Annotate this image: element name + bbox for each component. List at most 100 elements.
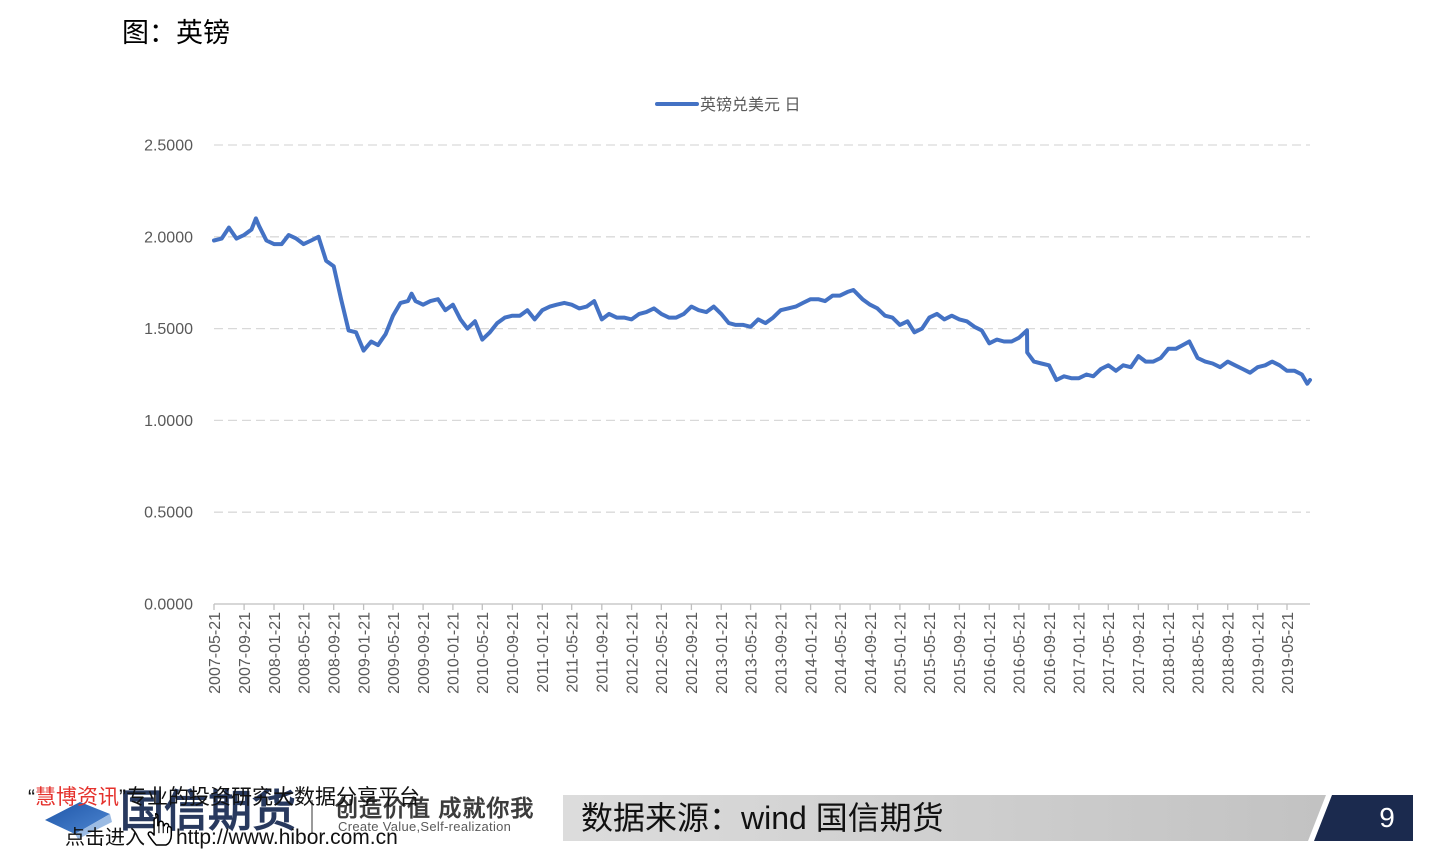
data-point bbox=[727, 321, 731, 325]
data-point bbox=[965, 319, 969, 323]
data-point bbox=[942, 317, 946, 321]
data-point bbox=[883, 314, 887, 318]
data-point bbox=[234, 237, 239, 241]
data-point bbox=[577, 306, 581, 310]
watermark-link-prefix[interactable]: 点击进入 bbox=[65, 827, 145, 849]
data-point bbox=[413, 299, 418, 303]
data-point bbox=[1099, 367, 1103, 371]
data-point bbox=[1308, 378, 1312, 382]
data-point bbox=[1248, 371, 1252, 375]
data-point bbox=[875, 306, 880, 310]
data-point bbox=[622, 316, 626, 320]
data-point bbox=[1196, 356, 1200, 360]
data-point bbox=[890, 316, 895, 320]
data-point bbox=[912, 330, 917, 334]
data-point bbox=[763, 321, 768, 325]
data-point bbox=[712, 305, 716, 309]
data-point bbox=[846, 290, 850, 294]
x-axis: 2007-05-21 2007-09-21 2008-01-21 2008-05-21… bbox=[207, 603, 1310, 694]
data-point bbox=[1218, 365, 1222, 369]
data-point bbox=[1091, 374, 1095, 378]
data-point bbox=[220, 237, 224, 241]
data-point bbox=[823, 299, 827, 303]
data-point bbox=[838, 294, 842, 298]
x-tick-label: 2015-05-21 bbox=[922, 612, 939, 694]
data-point bbox=[756, 317, 760, 321]
watermark-tagline-text: ”专业的投资研究大数据分享平台 bbox=[119, 786, 420, 809]
data-point bbox=[398, 301, 403, 305]
page-title: 图：英镑 bbox=[122, 18, 230, 48]
data-point bbox=[1226, 360, 1230, 364]
data-point bbox=[316, 235, 321, 239]
data-point bbox=[585, 305, 589, 309]
data-point bbox=[254, 216, 258, 220]
x-tick-label: 2010-05-21 bbox=[475, 612, 492, 694]
x-tick-label: 2011-05-21 bbox=[565, 612, 582, 693]
x-tick-label: 2014-09-21 bbox=[863, 612, 880, 694]
data-point bbox=[898, 323, 902, 327]
x-tick-label: 2007-05-21 bbox=[207, 612, 224, 694]
data-point bbox=[488, 330, 492, 334]
data-point bbox=[1069, 376, 1073, 380]
data-point bbox=[1151, 360, 1155, 364]
x-tick-label: 2017-01-21 bbox=[1072, 612, 1089, 694]
data-point bbox=[1203, 360, 1207, 364]
line-chart: 英镑兑美元 日 0.0000 0.5000 1.0000 1.5000 2.0000 2.… bbox=[144, 96, 1312, 694]
x-tick-label: 2010-09-21 bbox=[505, 612, 522, 694]
data-point bbox=[719, 312, 723, 316]
data-point bbox=[1002, 339, 1006, 344]
x-tick-label: 2012-01-21 bbox=[624, 612, 641, 694]
data-point bbox=[1187, 339, 1191, 344]
data-point bbox=[1136, 354, 1140, 358]
x-tick-label: 2008-01-21 bbox=[267, 612, 284, 694]
data-point bbox=[309, 238, 313, 243]
data-point bbox=[1084, 372, 1089, 377]
x-tick-label: 2019-05-21 bbox=[1280, 612, 1297, 694]
data-point bbox=[272, 242, 276, 246]
data-point bbox=[851, 288, 856, 292]
data-point bbox=[287, 233, 291, 237]
data-point bbox=[1025, 328, 1029, 332]
x-tick-label: 2011-01-21 bbox=[535, 612, 552, 693]
watermark-url[interactable]: http://www.hibor.com.cn bbox=[176, 826, 398, 849]
data-point bbox=[1077, 376, 1081, 380]
data-point bbox=[510, 314, 514, 318]
data-point bbox=[741, 323, 745, 327]
data-point bbox=[1233, 363, 1237, 367]
data-point bbox=[443, 308, 447, 312]
data-point bbox=[674, 316, 678, 320]
data-point bbox=[242, 233, 246, 237]
data-point bbox=[1114, 369, 1118, 373]
x-tick-label: 2013-01-21 bbox=[714, 612, 731, 694]
data-point bbox=[302, 242, 306, 246]
data-point bbox=[376, 343, 380, 347]
data-point bbox=[257, 224, 261, 228]
data-point bbox=[391, 314, 395, 318]
data-point bbox=[980, 328, 984, 332]
data-point bbox=[294, 237, 298, 241]
data-point bbox=[1017, 336, 1021, 340]
data-point bbox=[697, 308, 701, 312]
data-point bbox=[1062, 374, 1066, 378]
data-point bbox=[347, 328, 351, 332]
data-source-text: 数据来源：wind 国信期货 bbox=[581, 800, 944, 836]
data-point bbox=[1263, 363, 1267, 367]
data-point bbox=[734, 323, 738, 327]
data-point bbox=[555, 303, 559, 307]
guosen-logo-icon bbox=[45, 802, 112, 839]
data-point bbox=[682, 312, 686, 316]
data-point bbox=[644, 310, 648, 314]
data-point bbox=[920, 327, 924, 331]
page-number: 9 bbox=[1379, 802, 1395, 833]
data-point bbox=[227, 226, 231, 230]
x-tick-label: 2013-05-21 bbox=[743, 612, 760, 694]
data-point bbox=[1047, 363, 1051, 367]
data-point bbox=[1054, 378, 1058, 382]
data-point bbox=[801, 301, 805, 305]
data-point bbox=[1300, 372, 1304, 377]
data-point bbox=[749, 325, 753, 329]
x-tick-label: 2008-05-21 bbox=[296, 612, 313, 694]
data-point bbox=[503, 316, 507, 320]
data-point bbox=[264, 238, 268, 243]
data-point bbox=[1181, 343, 1185, 347]
